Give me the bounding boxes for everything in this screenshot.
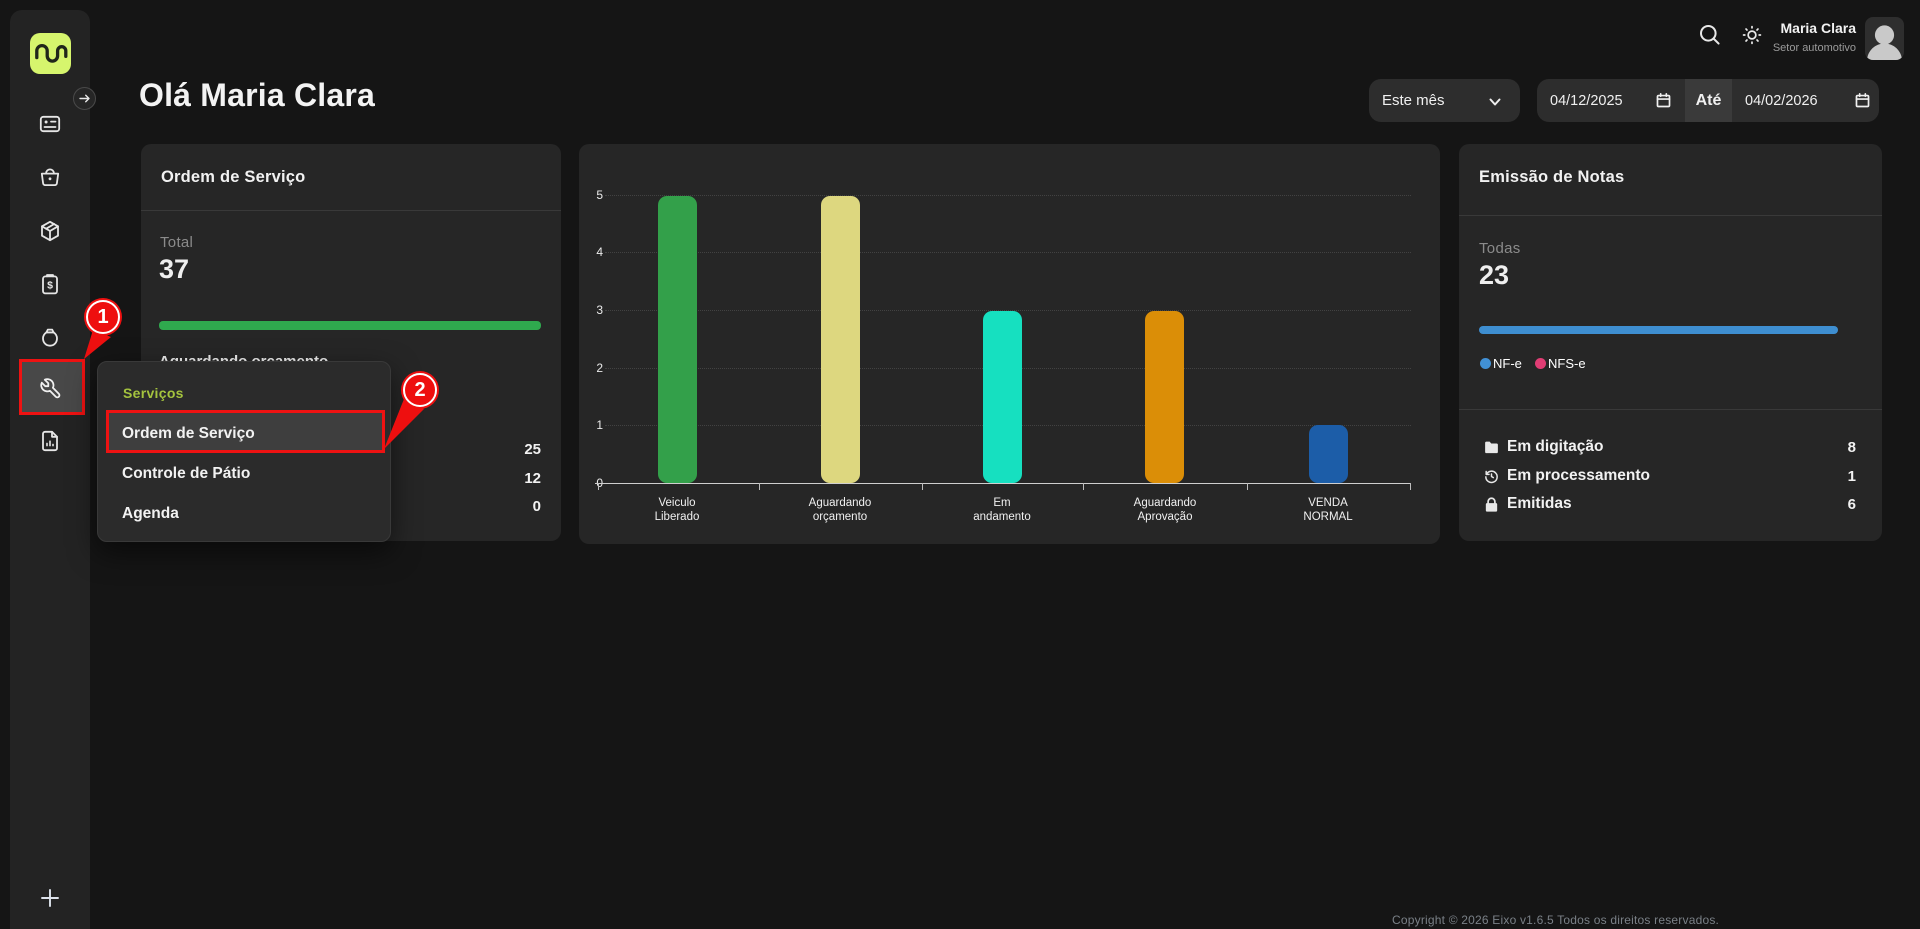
svg-text:$: $ (47, 279, 53, 291)
